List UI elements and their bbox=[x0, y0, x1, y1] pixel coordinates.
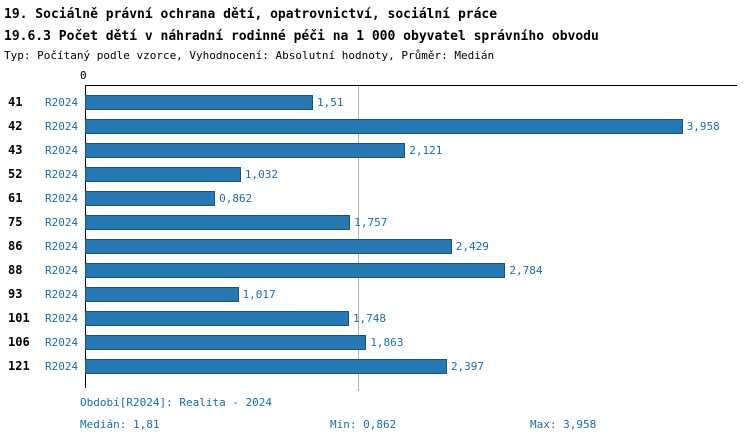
row-category-label: 106 bbox=[8, 335, 30, 349]
value-bar[interactable] bbox=[85, 190, 216, 206]
value-bar[interactable] bbox=[85, 310, 349, 326]
section-title: 19. Sociálně právní ochrana dětí, opatro… bbox=[4, 7, 498, 22]
value-bar[interactable] bbox=[85, 238, 452, 254]
value-bar[interactable] bbox=[85, 358, 447, 374]
row-series-label: R2024 bbox=[45, 311, 79, 325]
row-category-label: 86 bbox=[8, 239, 23, 253]
value-bar[interactable] bbox=[85, 334, 367, 350]
chart-header: 19. Sociálně právní ochrana dětí, opatro… bbox=[4, 4, 744, 64]
value-bar[interactable] bbox=[85, 262, 506, 278]
row-series-label: R2024 bbox=[45, 95, 79, 109]
chart-row: 106 R2024 1,863 bbox=[0, 330, 750, 354]
median-stat: Medián: 1,81 bbox=[80, 418, 160, 431]
value-bar[interactable] bbox=[85, 142, 406, 158]
value-label: 3,958 bbox=[686, 119, 720, 133]
value-label: 1,017 bbox=[242, 287, 276, 301]
row-series-label: R2024 bbox=[45, 239, 79, 253]
y-axis-line bbox=[85, 85, 86, 388]
row-category-label: 75 bbox=[8, 215, 23, 229]
value-bar[interactable] bbox=[85, 118, 683, 134]
bar-rows: 41 R2024 1,51 42 R2024 3,958 43 R2024 2,121 52 R20… bbox=[0, 90, 750, 378]
value-label: 2,784 bbox=[509, 263, 543, 277]
value-label: 1,51 bbox=[317, 95, 344, 109]
period-label: Období[R2024]: Realita - 2024 bbox=[80, 396, 273, 409]
row-series-label: R2024 bbox=[45, 167, 79, 181]
x-axis-line bbox=[85, 85, 737, 86]
min-stat: Min: 0,862 bbox=[330, 418, 397, 431]
chart-row: 88 R2024 2,784 bbox=[0, 258, 750, 282]
row-category-label: 121 bbox=[8, 359, 30, 373]
value-bar[interactable] bbox=[85, 214, 351, 230]
chart-row: 93 R2024 1,017 bbox=[0, 282, 750, 306]
row-series-label: R2024 bbox=[45, 191, 79, 205]
row-category-label: 88 bbox=[8, 263, 23, 277]
row-series-label: R2024 bbox=[45, 119, 79, 133]
value-label: 0,862 bbox=[219, 191, 253, 205]
max-stat: Max: 3,958 bbox=[530, 418, 597, 431]
value-label: 1,748 bbox=[352, 311, 387, 325]
row-category-label: 43 bbox=[8, 143, 23, 157]
chart-title: 19.6.3 Počet dětí v náhradní rodinné péč… bbox=[4, 29, 599, 44]
row-series-label: R2024 bbox=[45, 287, 79, 301]
row-category-label: 93 bbox=[8, 287, 23, 301]
chart-row: 61 R2024 0,862 bbox=[0, 186, 750, 210]
row-category-label: 42 bbox=[8, 119, 23, 133]
value-label: 2,121 bbox=[409, 143, 443, 157]
value-bar[interactable] bbox=[85, 286, 239, 302]
row-series-label: R2024 bbox=[45, 359, 79, 373]
value-bar[interactable] bbox=[85, 94, 313, 110]
chart-row: 42 R2024 3,958 bbox=[0, 114, 750, 138]
row-category-label: 52 bbox=[8, 167, 23, 181]
chart-row: 101 R2024 1,748 bbox=[0, 306, 750, 330]
value-label: 2,397 bbox=[450, 359, 485, 373]
value-label: 1,757 bbox=[354, 215, 388, 229]
value-bar[interactable] bbox=[85, 166, 241, 182]
row-category-label: 101 bbox=[8, 311, 30, 325]
value-label: 2,429 bbox=[455, 239, 489, 253]
row-series-label: R2024 bbox=[45, 335, 79, 349]
chart-row: 75 R2024 1,757 bbox=[0, 210, 750, 234]
row-category-label: 61 bbox=[8, 191, 23, 205]
value-label: 1,032 bbox=[244, 167, 278, 181]
row-category-label: 41 bbox=[8, 95, 23, 109]
chart-meta: Typ: Počítaný podle vzorce, Vyhodnocení:… bbox=[4, 49, 495, 62]
chart-row: 43 R2024 2,121 bbox=[0, 138, 750, 162]
row-series-label: R2024 bbox=[45, 143, 79, 157]
chart-row: 86 R2024 2,429 bbox=[0, 234, 750, 258]
x-axis-zero-label: 0 bbox=[80, 69, 87, 82]
value-label: 1,863 bbox=[370, 335, 404, 349]
chart-row: 121 R2024 2,397 bbox=[0, 354, 750, 378]
row-series-label: R2024 bbox=[45, 215, 79, 229]
chart-row: 41 R2024 1,51 bbox=[0, 90, 750, 114]
row-series-label: R2024 bbox=[45, 263, 79, 277]
chart-row: 52 R2024 1,032 bbox=[0, 162, 750, 186]
